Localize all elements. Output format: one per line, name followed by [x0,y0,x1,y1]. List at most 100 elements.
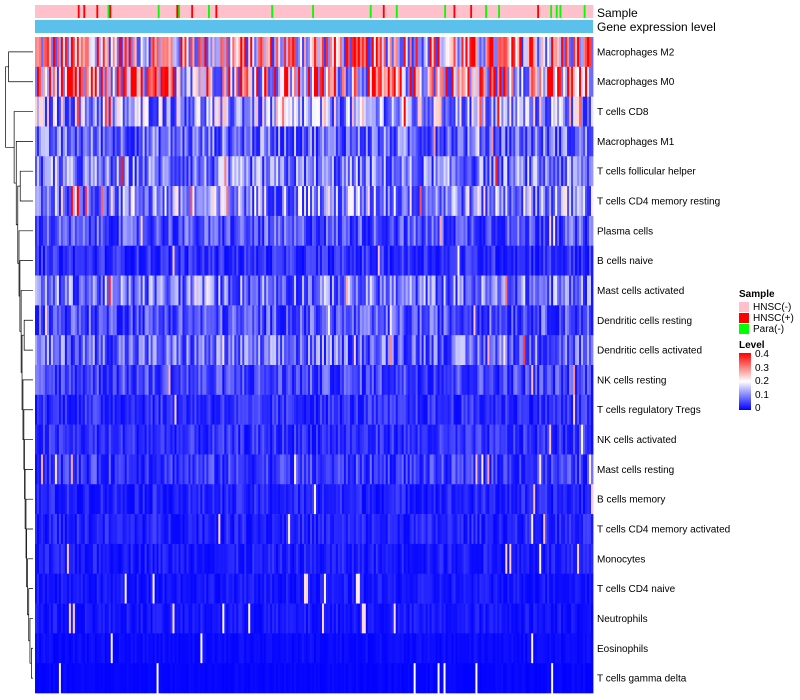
heatmap-cell [186,514,189,545]
heatmap-cell [178,186,181,217]
heatmap-cell [128,37,132,68]
heatmap-cell [541,126,544,157]
heatmap-cell [509,156,512,187]
heatmap-cell [521,305,524,336]
heatmap-cell [443,37,446,68]
heatmap-cell [186,126,189,157]
heatmap-cell [264,305,267,336]
heatmap-cell [395,335,399,366]
heatmap-cell [477,484,480,515]
sample-annotation-cell [418,5,421,18]
heatmap-cell [96,186,100,217]
heatmap-cell [373,245,377,276]
heatmap-cell [174,215,177,247]
heatmap-cell [160,156,163,187]
heatmap-cell [435,454,438,485]
heatmap-cell [467,245,470,276]
heatmap-cell [40,454,44,485]
heatmap-cell [264,275,267,306]
heatmap-cell [294,215,297,247]
heatmap-cell [166,335,169,366]
heatmap-cell [230,215,233,247]
heatmap-cell [256,365,259,396]
heatmap-cell [473,66,476,97]
heatmap-cell [325,305,329,336]
heatmap-cell [331,454,335,485]
heatmap-cell [469,96,472,127]
heatmap-cell [547,305,550,336]
sample-annotation-cell [59,5,62,18]
heatmap-cell [132,454,136,485]
heatmap-cell [447,305,450,336]
heatmap-cell [200,37,203,68]
heatmap-cell [118,156,122,187]
heatmap-cell [353,156,357,187]
heatmap-cell [284,186,287,217]
heatmap-cell [146,156,149,187]
heatmap-cell [238,275,241,306]
heatmap-cell [521,424,524,455]
heatmap-cell [44,37,48,68]
heatmap-cell [459,275,462,306]
heatmap-cell [469,66,472,97]
heatmap-cell [122,96,126,127]
heatmap-cell [549,215,552,247]
heatmap-cell [222,186,225,217]
heatmap-cell [365,424,369,455]
heatmap-cell [557,245,560,276]
heatmap-cell [35,96,38,127]
heatmap-cell [74,454,78,485]
heatmap-cell [224,186,227,217]
heatmap-cell [387,245,391,276]
heatmap-cell [142,96,145,127]
heatmap-cell [379,66,383,97]
heatmap-cell [415,394,419,425]
heatmap-cell [491,186,494,217]
heatmap-cell [230,245,233,276]
heatmap-cell [308,66,311,97]
heatmap-cell [399,424,403,455]
heatmap-cell [82,275,86,306]
heatmap-cell [567,365,570,396]
heatmap-cell [331,365,335,396]
heatmap-cell [278,335,281,366]
heatmap-cell [56,96,60,127]
heatmap-cell [104,245,108,276]
heatmap-cell [46,126,50,157]
heatmap-cell [387,305,391,336]
heatmap-cell [302,454,305,485]
heatmap-cell [557,335,560,366]
heatmap-cell [294,394,297,425]
heatmap-cell [441,424,444,455]
heatmap-cell [302,335,305,366]
heatmap-cell [94,305,98,336]
heatmap-cell [343,215,347,247]
heatmap-cell [40,335,44,366]
heatmap-cell [467,275,470,306]
heatmap-cell [96,365,100,396]
heatmap-cell [292,156,295,187]
heatmap-cell [252,454,255,485]
heatmap-cell [519,305,522,336]
heatmap-cell [192,394,195,425]
heatmap-cell [218,275,221,306]
heatmap-cell [116,365,120,396]
heatmap-cell [445,126,448,157]
heatmap-cell [569,156,572,187]
heatmap-cell [579,126,582,157]
heatmap-cell [401,275,405,306]
sample-annotation-cell [88,5,92,18]
heatmap-cell [433,126,436,157]
heatmap-cell [282,335,285,366]
heatmap-cell [222,215,225,247]
heatmap-cell [379,215,383,247]
heatmap-cell [503,305,506,336]
heatmap-cell [48,305,52,336]
heatmap-cell [226,126,229,157]
heatmap-cell [581,484,584,515]
heatmap-cell [489,245,492,276]
heatmap-cell [379,245,383,276]
heatmap-cell [437,394,440,425]
heatmap-cell [431,156,434,187]
heatmap-cell [487,454,490,485]
